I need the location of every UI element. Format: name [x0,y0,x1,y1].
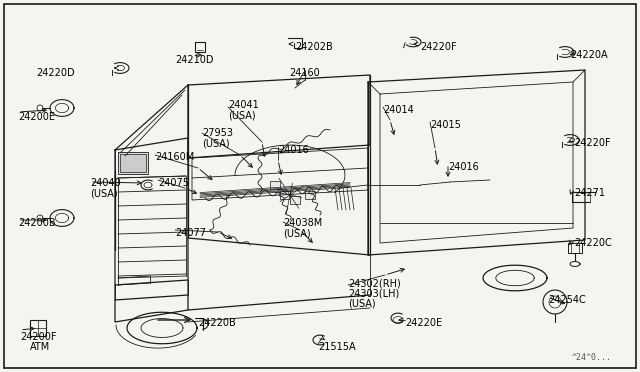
Text: (USA): (USA) [228,110,255,120]
Text: 24220F: 24220F [420,42,456,52]
Text: 24038M: 24038M [283,218,323,228]
Text: 24220B: 24220B [198,318,236,328]
Text: 24220E: 24220E [405,318,442,328]
Text: ^24^0...: ^24^0... [572,353,612,362]
Text: 24160: 24160 [290,68,321,78]
Text: 24254C: 24254C [548,295,586,305]
Text: 24220C: 24220C [574,238,612,248]
Text: 24041: 24041 [228,100,259,110]
Text: 24016: 24016 [448,162,479,172]
Text: 27953: 27953 [202,128,233,138]
Text: 24075: 24075 [158,178,189,188]
Bar [270,181,280,189]
Text: 21515A: 21515A [318,342,356,352]
Bar [118,152,148,174]
Text: 24220A: 24220A [570,50,607,60]
Text: (USA): (USA) [202,138,230,148]
Bar [305,191,315,199]
Text: 24015: 24015 [430,120,461,130]
Text: 24160M: 24160M [155,152,195,162]
Text: 24210D: 24210D [175,55,214,65]
Bar [280,191,290,199]
Text: 24303(LH): 24303(LH) [348,288,399,298]
Text: (USA): (USA) [283,228,310,238]
Text: 24302(RH): 24302(RH) [348,278,401,288]
Text: 24200F: 24200F [20,332,56,342]
Text: ATM: ATM [30,342,51,352]
Text: 24014: 24014 [383,105,413,115]
Text: 24220F: 24220F [574,138,611,148]
Text: 24202B: 24202B [295,42,333,52]
Text: (USA): (USA) [348,298,376,308]
Text: 24077: 24077 [175,228,206,238]
Text: 24016: 24016 [278,145,308,155]
Text: 24200B: 24200B [18,218,56,228]
Bar [30,320,46,336]
Text: 24040: 24040 [90,178,121,188]
Text: (USA): (USA) [90,188,118,198]
Text: 24200E: 24200E [18,112,55,122]
Text: 24220D: 24220D [36,68,75,78]
Bar [568,243,582,253]
Bar [290,196,300,204]
Bar [120,154,146,172]
Text: 24271: 24271 [574,188,605,198]
